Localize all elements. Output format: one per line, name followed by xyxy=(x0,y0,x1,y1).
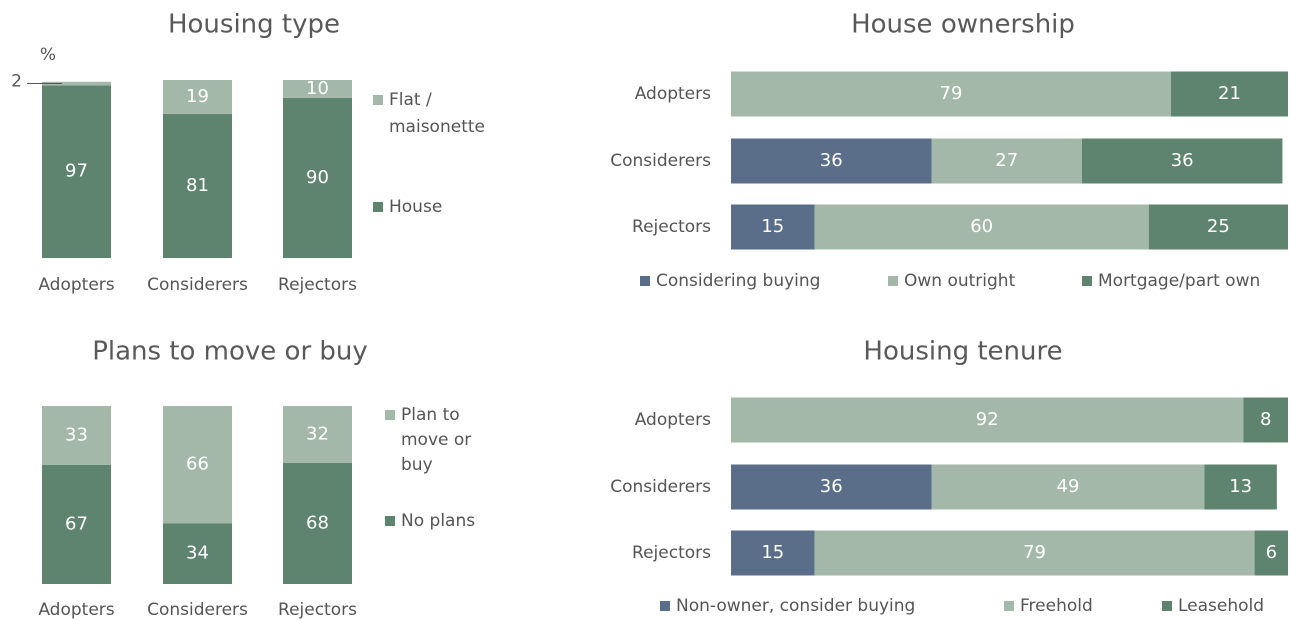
chart-title: House ownership xyxy=(851,10,1075,40)
y-tick-label: Considerers xyxy=(610,151,711,171)
value-label: 66 xyxy=(186,454,209,475)
value-label: 36 xyxy=(820,150,843,171)
bar-segment xyxy=(42,464,111,584)
legend-swatch xyxy=(660,601,670,611)
legend-label: Own outright xyxy=(904,271,1016,291)
bar-segment xyxy=(814,530,1255,576)
bar-segment xyxy=(731,464,932,510)
bar-segment xyxy=(731,71,1172,117)
value-label: 19 xyxy=(186,86,209,107)
bar-segment xyxy=(42,81,111,86)
x-tick-label: Adopters xyxy=(38,600,114,620)
x-tick-label: Rejectors xyxy=(278,600,357,620)
bar-segment xyxy=(731,530,815,576)
value-label: 79 xyxy=(1023,542,1046,563)
legend-label: Plan to move or buy xyxy=(401,405,477,475)
y-tick-label: Rejectors xyxy=(632,217,711,237)
bar-segment xyxy=(42,406,111,465)
legend-label: House xyxy=(389,197,442,217)
value-label: 68 xyxy=(306,512,329,533)
legend-swatch xyxy=(385,516,395,526)
value-label: 97 xyxy=(65,161,88,182)
bar-segment xyxy=(1081,138,1283,184)
value-label: 49 xyxy=(1057,476,1080,497)
bar-segment xyxy=(42,85,111,258)
legend-label: No plans xyxy=(401,511,475,531)
x-tick-label: Considerers xyxy=(147,600,248,620)
legend-label: Flat / maisonette xyxy=(389,90,485,137)
bar-segment xyxy=(283,97,352,258)
value-label: 79 xyxy=(940,83,963,104)
value-label: 15 xyxy=(761,542,784,563)
value-label: 36 xyxy=(820,476,843,497)
y-tick-label: Adopters xyxy=(635,84,711,104)
value-label: 33 xyxy=(65,424,88,445)
bar-segment xyxy=(163,523,232,584)
bar-segment xyxy=(814,204,1149,250)
value-label: 25 xyxy=(1207,216,1230,237)
value-label: 36 xyxy=(1171,150,1194,171)
legend-label: Leasehold xyxy=(1178,596,1264,616)
legend-swatch xyxy=(640,276,650,286)
legend-swatch xyxy=(1004,601,1014,611)
bar-segment xyxy=(1148,204,1288,250)
legend-label: Considering buying xyxy=(656,271,820,291)
y-tick-label: Rejectors xyxy=(632,543,711,563)
value-label: 90 xyxy=(306,167,329,188)
value-label: 8 xyxy=(1260,409,1271,430)
y-tick-label: Considerers xyxy=(610,477,711,497)
legend-swatch xyxy=(373,95,383,105)
x-tick-label: Considerers xyxy=(147,275,248,295)
bar-segment xyxy=(1254,530,1288,576)
value-label: 92 xyxy=(976,409,999,430)
value-label: 13 xyxy=(1229,476,1252,497)
bar-segment xyxy=(163,113,232,258)
bar-segment xyxy=(283,406,352,463)
legend-swatch xyxy=(888,276,898,286)
value-label: 15 xyxy=(761,216,784,237)
legend-label: Non-owner, consider buying xyxy=(676,596,915,616)
legend-label: Mortgage/part own xyxy=(1098,271,1260,291)
chart-title: Housing type xyxy=(168,10,340,40)
bar-segment xyxy=(163,406,232,524)
bar-segment xyxy=(1243,397,1288,443)
bar-segment xyxy=(731,397,1244,443)
value-label: 32 xyxy=(306,423,329,444)
legend-swatch xyxy=(385,410,395,420)
value-label: 34 xyxy=(186,543,209,564)
bar-segment xyxy=(1171,71,1288,117)
legend-swatch xyxy=(1082,276,1092,286)
value-label: 27 xyxy=(995,150,1018,171)
bar-segment xyxy=(1204,464,1277,510)
bar-segment xyxy=(283,80,352,98)
unit-label: % xyxy=(40,45,56,65)
legend-swatch xyxy=(373,202,383,212)
value-label: 60 xyxy=(970,216,993,237)
value-label: 10 xyxy=(306,78,329,99)
x-tick-label: Rejectors xyxy=(278,275,357,295)
bar-segment xyxy=(931,464,1205,510)
x-tick-label: Adopters xyxy=(38,275,114,295)
bar-segment xyxy=(283,462,352,584)
chart-title: Housing tenure xyxy=(863,337,1062,367)
y-tick-label: Adopters xyxy=(635,410,711,430)
legend-label: Freehold xyxy=(1020,596,1093,616)
value-label: 6 xyxy=(1266,542,1277,563)
value-label: 21 xyxy=(1218,83,1241,104)
chart-title: Plans to move or buy xyxy=(92,337,368,367)
value-label: 81 xyxy=(186,175,209,196)
bar-segment xyxy=(163,80,232,114)
bar-segment xyxy=(731,138,932,184)
value-label: 67 xyxy=(65,513,88,534)
legend-swatch xyxy=(1162,601,1172,611)
bar-segment xyxy=(731,204,815,250)
value-label: 2 xyxy=(11,72,22,92)
bar-segment xyxy=(931,138,1082,184)
